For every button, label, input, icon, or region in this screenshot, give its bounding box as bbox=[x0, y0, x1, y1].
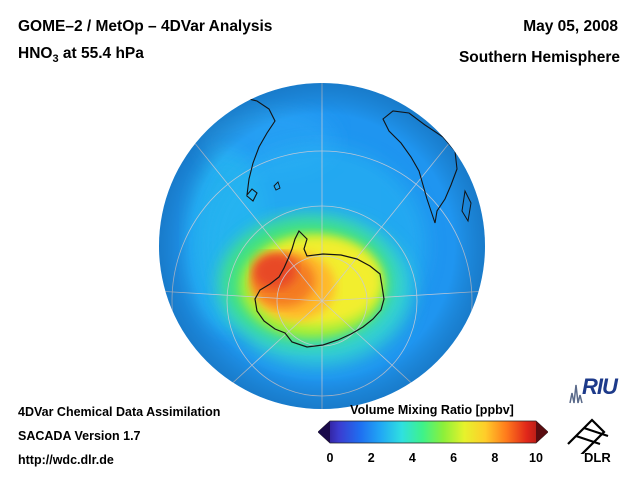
coast-fragment bbox=[216, 92, 244, 106]
riu-logo-icon bbox=[569, 384, 583, 404]
colorbar-tick-label: 2 bbox=[367, 451, 375, 465]
species-subscript: 3 bbox=[52, 53, 59, 66]
colorbar-tick-label: 6 bbox=[450, 451, 458, 465]
footer-system-name: 4DVar Chemical Data Assimilation bbox=[18, 405, 221, 419]
analysis-date: May 05, 2008 bbox=[523, 18, 618, 35]
colorbar-tick-label: 4 bbox=[408, 451, 416, 465]
colorbar-min-arrow bbox=[318, 421, 330, 443]
footer-version: SACADA Version 1.7 bbox=[18, 429, 141, 443]
colorbar-ramp bbox=[318, 420, 548, 444]
footer-url[interactable]: http://wdc.dlr.de bbox=[18, 453, 114, 467]
colorbar-tick-label: 10 bbox=[529, 451, 543, 465]
colorbar-tick-label: 8 bbox=[491, 451, 499, 465]
colorbar-tick-label: 0 bbox=[326, 451, 334, 465]
species-level-label: HNO3 at 55.4 hPa bbox=[18, 45, 144, 68]
riu-logo-text: RIU bbox=[582, 374, 618, 399]
dlr-logo-text: DLR bbox=[584, 450, 611, 465]
colorbar bbox=[318, 420, 548, 444]
species-name: HNO bbox=[18, 45, 53, 62]
polar-map bbox=[159, 83, 485, 409]
colorbar-max-arrow bbox=[536, 421, 548, 443]
hemisphere-label: Southern Hemisphere bbox=[458, 49, 620, 66]
pressure-level: at 55.4 hPa bbox=[58, 45, 144, 62]
map-title: GOME–2 / MetOp – 4DVar Analysis bbox=[18, 18, 273, 35]
colorbar-title: Volume Mixing Ratio [ppbv] bbox=[350, 403, 514, 417]
dlr-logo-icon bbox=[567, 418, 609, 454]
globe-shading bbox=[159, 83, 485, 409]
